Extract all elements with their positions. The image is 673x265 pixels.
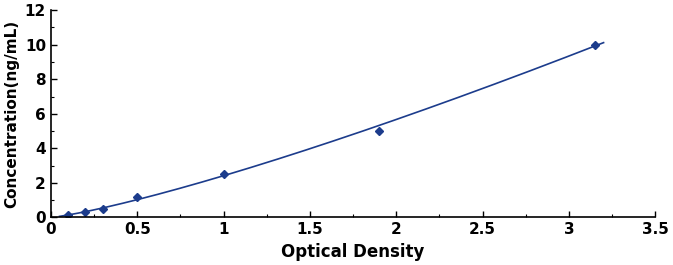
Y-axis label: Concentration(ng/mL): Concentration(ng/mL) [4,20,19,208]
X-axis label: Optical Density: Optical Density [281,243,425,261]
